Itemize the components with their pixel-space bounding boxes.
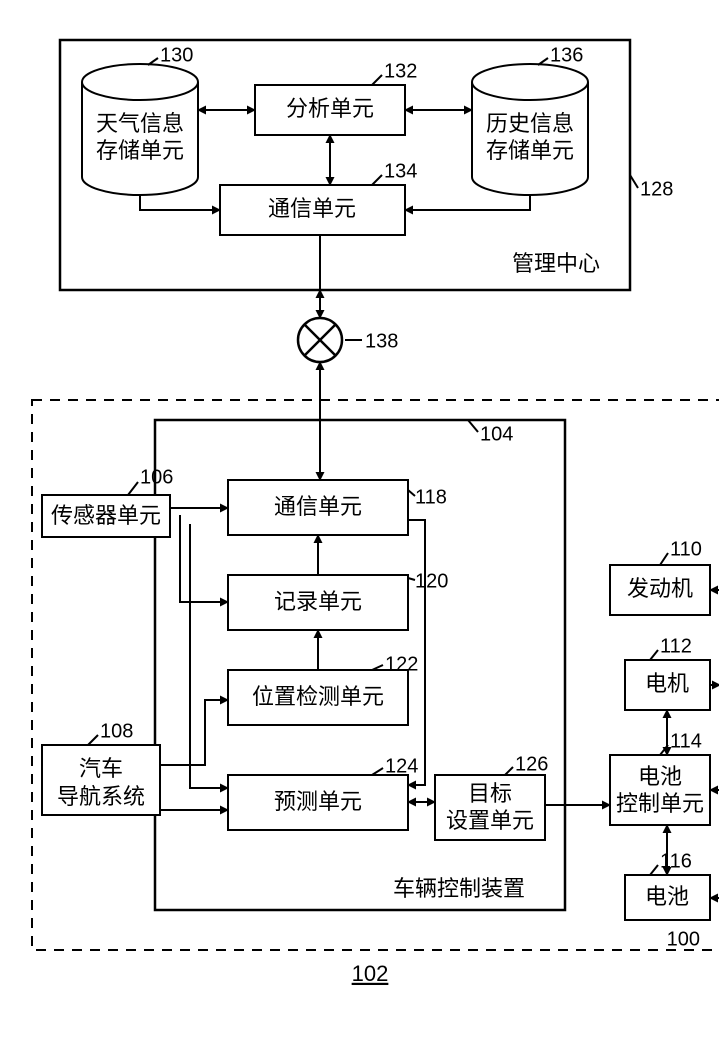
ref-114: 114 — [670, 730, 702, 752]
svg-text:汽车: 汽车 — [79, 756, 123, 781]
svg-text:电池: 电池 — [645, 884, 689, 909]
ref-134: 134 — [384, 160, 417, 182]
system-diagram: 100 管理中心 128 天气信息 存储单元 130 历史信息 存储单元 136… — [20, 20, 719, 1020]
ref-138: 138 — [365, 330, 398, 352]
ref-108: 108 — [100, 720, 133, 742]
ref-104: 104 — [480, 423, 513, 445]
ref-120: 120 — [415, 570, 448, 592]
management-center-title: 管理中心 — [512, 251, 600, 276]
ref-124: 124 — [385, 755, 418, 777]
ref-128: 128 — [640, 178, 673, 200]
conn-engine-battery — [710, 590, 719, 898]
svg-text:传感器单元: 传感器单元 — [51, 503, 161, 528]
weather-db: 天气信息 存储单元 — [82, 64, 198, 195]
ref-100: 100 — [667, 928, 700, 950]
svg-text:设置单元: 设置单元 — [446, 808, 534, 833]
conn-history-comm — [405, 195, 530, 210]
conn-weather-comm — [140, 195, 220, 210]
svg-text:天气信息: 天气信息 — [96, 111, 184, 136]
conn-nav-posdetect — [161, 700, 229, 765]
ref-126: 126 — [515, 753, 548, 775]
ref-118: 118 — [415, 486, 447, 508]
conn-sensor-predict — [190, 524, 228, 788]
svg-text:发动机: 发动机 — [627, 576, 693, 601]
ref-132: 132 — [384, 60, 417, 82]
network-icon — [298, 318, 342, 362]
svg-text:预测单元: 预测单元 — [274, 789, 362, 814]
history-db: 历史信息 存储单元 — [472, 64, 588, 195]
svg-text:记录单元: 记录单元 — [274, 589, 362, 614]
svg-text:历史信息: 历史信息 — [486, 111, 574, 136]
svg-text:通信单元: 通信单元 — [268, 196, 356, 221]
figure-ref-102: 102 — [352, 961, 389, 986]
svg-text:存储单元: 存储单元 — [96, 138, 184, 163]
svg-text:位置检测单元: 位置检测单元 — [252, 684, 384, 709]
ref-110: 110 — [670, 538, 702, 560]
ref-116: 116 — [660, 850, 692, 872]
conn-sensor-record — [180, 515, 228, 602]
vehicle-control-title: 车辆控制装置 — [393, 876, 525, 901]
svg-text:通信单元: 通信单元 — [274, 494, 362, 519]
svg-text:电池: 电池 — [638, 764, 682, 789]
ref-122: 122 — [385, 653, 418, 675]
svg-text:控制单元: 控制单元 — [616, 791, 704, 816]
svg-text:目标: 目标 — [468, 781, 512, 806]
svg-text:电机: 电机 — [645, 671, 689, 696]
ref-130: 130 — [160, 44, 193, 66]
svg-text:导航系统: 导航系统 — [57, 784, 145, 809]
ref-112: 112 — [660, 635, 692, 657]
ref-106: 106 — [140, 466, 173, 488]
ref-136: 136 — [550, 44, 583, 66]
svg-text:分析单元: 分析单元 — [286, 96, 374, 121]
svg-text:存储单元: 存储单元 — [486, 138, 574, 163]
